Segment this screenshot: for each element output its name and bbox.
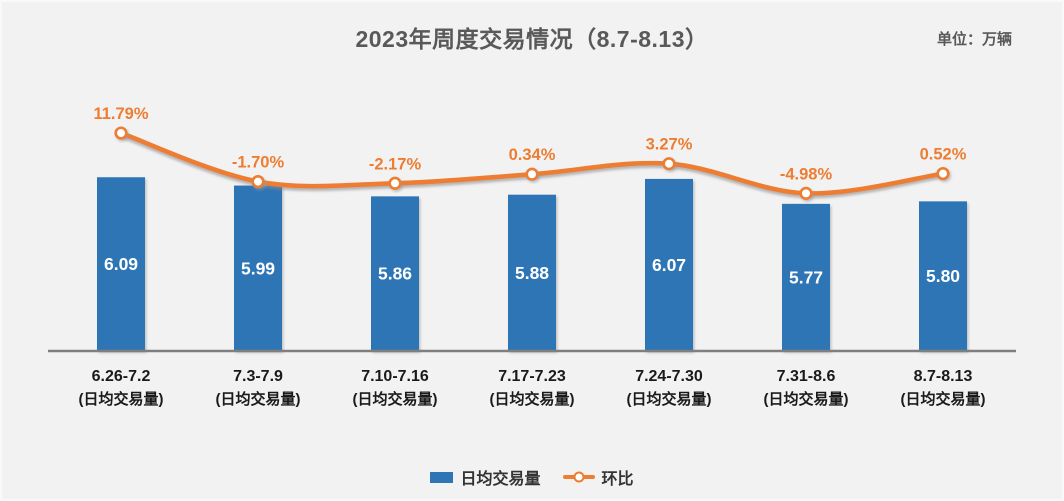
bar [508,194,556,351]
line-marker [525,167,539,181]
line-marker [799,186,813,200]
x-tick-labels: 6.26-7.2 (日均交易量) 7.3-7.9 (日均交易量) 7.10-7.16 (日… [79,368,986,408]
x-tick-label: 7.3-7.9 [233,368,283,385]
line-value-label: 0.34% [509,146,556,164]
value-labels: 6.09 5.99 5.86 5.88 6.07 5.77 5.80 11.79% -1.70%… [93,105,966,287]
bar [97,177,145,351]
unit-label: 单位：万辆 [936,31,1012,48]
x-tick-sublabel: (日均交易量) [764,390,849,408]
line-value-label: 3.27% [646,136,693,154]
legend-label-line: 环比 [601,471,634,488]
legend-item-bar: 日均交易量 [430,465,541,489]
bar-value-label: 5.86 [378,264,412,284]
x-tick-sublabel: (日均交易量) [490,390,575,408]
line-series [114,126,950,200]
x-tick-label: 7.10-7.16 [361,368,429,385]
chart-legend: 日均交易量 环比 [0,465,1064,489]
bar-value-label: 6.09 [104,254,138,274]
x-tick-label: 7.31-8.6 [777,368,836,385]
bar-value-label: 5.88 [515,263,549,283]
bar-value-label: 5.99 [241,258,275,278]
x-tick-sublabel: (日均交易量) [901,390,986,408]
x-tick-sublabel: (日均交易量) [353,390,438,408]
line-marker-swatch-icon [562,471,595,483]
x-tick-sublabel: (日均交易量) [627,390,712,408]
bar [234,185,282,351]
bar-value-label: 5.77 [789,267,823,287]
x-tick-sublabel: (日均交易量) [79,390,164,408]
bar-value-label: 5.80 [926,266,960,286]
x-tick-sublabel: (日均交易量) [216,390,301,408]
bar [919,201,967,351]
x-tick-label: 8.7-8.13 [914,368,973,385]
line-value-label: 0.52% [920,146,967,164]
bar-swatch-icon [430,471,454,483]
bar [645,178,693,351]
bar [371,196,419,351]
line-value-label: 11.79% [93,105,148,123]
line-value-label: -2.17% [369,155,422,173]
line-marker [662,157,676,171]
line-value-label: -1.70% [232,154,285,172]
legend-item-line: 环比 [562,465,634,489]
line-value-label: -4.98% [780,165,833,183]
bar [782,203,830,351]
bar-value-label: 6.07 [652,255,686,275]
x-tick-label: 7.24-7.30 [635,368,703,385]
legend-label-bar: 日均交易量 [460,471,541,488]
line-marker [114,126,128,140]
chart-title: 2023年周度交易情况（8.7-8.13） [355,26,709,52]
bar-series [97,177,967,351]
line-marker [936,166,950,181]
line-marker [388,176,402,190]
line-marker [251,174,265,189]
x-tick-label: 6.26-7.2 [92,368,151,385]
x-tick-label: 7.17-7.23 [498,368,566,385]
line-marker-dot-icon [573,471,584,483]
